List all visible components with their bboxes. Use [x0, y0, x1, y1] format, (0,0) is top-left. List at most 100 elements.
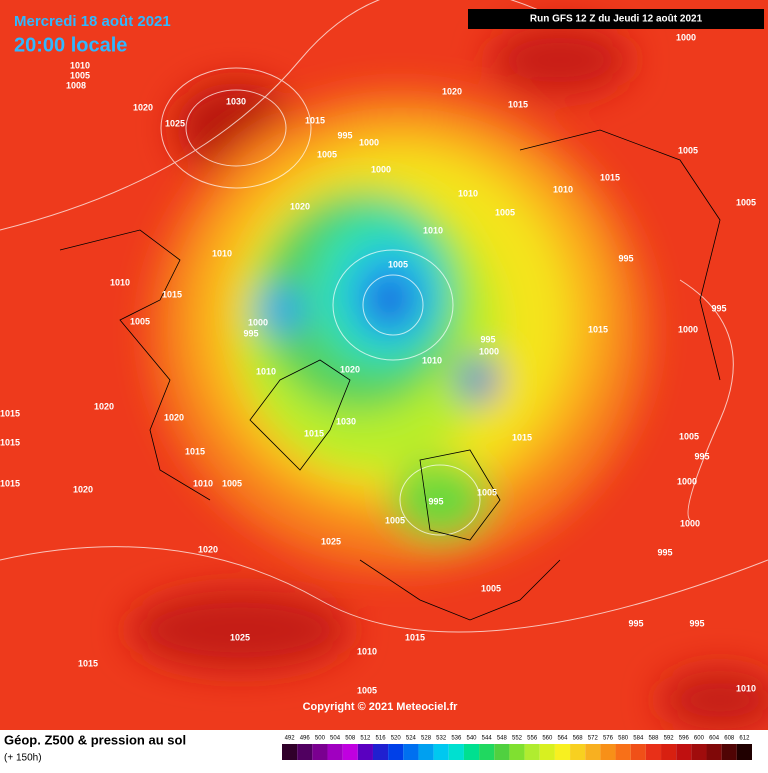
- pressure-label: 1030: [226, 96, 246, 106]
- pressure-label: 1010: [256, 366, 276, 376]
- pressure-label: 1010: [212, 248, 232, 258]
- pressure-label: 1005: [481, 583, 501, 593]
- scale-cell: [524, 744, 540, 760]
- pressure-label: 995: [689, 618, 704, 628]
- pressure-label: 1005: [385, 515, 405, 525]
- pressure-label: 1010: [70, 60, 90, 70]
- pressure-label: 1015: [512, 432, 532, 442]
- pressure-label: 1015: [0, 408, 20, 418]
- scale-cell: [403, 744, 419, 760]
- scale-cell: [327, 744, 343, 760]
- scale-label: 584: [633, 736, 644, 742]
- scale-cell: [661, 744, 677, 760]
- scale-cell: [418, 744, 434, 760]
- pressure-label: 1010: [553, 184, 573, 194]
- pressure-label: 1025: [165, 118, 185, 128]
- pressure-label: 1020: [340, 364, 360, 374]
- scale-label: 580: [618, 736, 629, 742]
- scale-cell: [691, 744, 707, 760]
- scale-label: 596: [679, 736, 690, 742]
- pressure-label: 1025: [321, 536, 341, 546]
- pressure-label: 1005: [477, 487, 497, 497]
- pressure-label: 1015: [0, 478, 20, 488]
- copyright: Copyright © 2021 Meteociel.fr: [303, 701, 459, 713]
- pressure-label: 1005: [679, 431, 699, 441]
- pressure-labels: 1030102510201010100510081020101510159951…: [0, 12, 756, 695]
- scale-label: 572: [588, 736, 599, 742]
- pressure-label: 995: [657, 547, 672, 557]
- pressure-label: 995: [428, 496, 443, 506]
- pressure-label: 1015: [304, 428, 324, 438]
- pressure-label: 1010: [110, 277, 130, 287]
- scale-cell: [736, 744, 752, 760]
- pressure-label: 1005: [317, 149, 337, 159]
- pressure-label: 1020: [133, 102, 153, 112]
- scale-label: 576: [603, 736, 614, 742]
- pressure-label: 1005: [222, 478, 242, 488]
- scale-label: 568: [573, 736, 584, 742]
- pressure-label: 1010: [736, 683, 756, 693]
- scale-label: 612: [739, 736, 750, 742]
- pressure-label: 1000: [678, 324, 698, 334]
- scale-label: 528: [421, 736, 432, 742]
- scale-cell: [479, 744, 495, 760]
- scale-label: 512: [360, 736, 371, 742]
- scale-cell: [342, 744, 358, 760]
- scale-cell: [509, 744, 525, 760]
- scale-cell: [585, 744, 601, 760]
- scale-cell: [433, 744, 449, 760]
- scale-cell: [570, 744, 586, 760]
- pressure-label: 1015: [78, 658, 98, 668]
- time-label: 20:00 locale: [14, 34, 127, 56]
- pressure-label: 1010: [193, 478, 213, 488]
- scale-label: 604: [709, 736, 720, 742]
- pressure-label: 1020: [198, 544, 218, 554]
- scale-cell: [676, 744, 692, 760]
- pressure-label: 1020: [164, 412, 184, 422]
- geopotential-field: [130, 25, 768, 730]
- scale-cell: [357, 744, 373, 760]
- scale-cell: [463, 744, 480, 760]
- pressure-label: 1000: [371, 164, 391, 174]
- scale-label: 536: [451, 736, 462, 742]
- pressure-label: 1030: [336, 416, 356, 426]
- pressure-label: 1010: [458, 188, 478, 198]
- scale-label: 520: [391, 736, 402, 742]
- pressure-label: 1005: [70, 70, 90, 80]
- pressure-label: 1008: [66, 80, 86, 90]
- color-scale: 492 496 500 504 508 512 516 520 524 528 532 536 540 5…: [282, 736, 752, 760]
- scale-label: 524: [406, 736, 417, 742]
- pressure-label: 1015: [305, 115, 325, 125]
- scale-label: 556: [527, 736, 538, 742]
- scale-label: 496: [300, 736, 311, 742]
- isobars: [0, 0, 768, 633]
- scale-label: 592: [664, 736, 675, 742]
- pressure-label: 1020: [73, 484, 93, 494]
- pressure-label: 995: [480, 334, 495, 344]
- pressure-label: 995: [711, 303, 726, 313]
- pressure-label: 1000: [676, 32, 696, 42]
- scale-label: 500: [315, 736, 326, 742]
- pressure-label: 1015: [405, 632, 425, 642]
- pressure-label: 1010: [423, 225, 443, 235]
- pressure-label: 995: [243, 328, 258, 338]
- pressure-label: 1005: [736, 197, 756, 207]
- coastlines: [59, 129, 721, 621]
- pressure-label: 1020: [442, 86, 462, 96]
- pressure-label: 1000: [248, 317, 268, 327]
- scale-cell: [615, 744, 631, 760]
- scale-cell: [282, 744, 298, 760]
- pressure-label: 1005: [678, 145, 698, 155]
- scale-label: 564: [557, 736, 568, 742]
- pressure-label: 1005: [130, 316, 150, 326]
- pressure-label: 1000: [680, 518, 700, 528]
- scale-cell: [312, 744, 328, 760]
- scale-label: 548: [497, 736, 508, 742]
- legend-title: Géop. Z500 & pression au sol: [4, 732, 186, 747]
- pressure-label: 995: [337, 130, 352, 140]
- scale-label: 492: [285, 736, 296, 742]
- scale-label: 532: [436, 736, 447, 742]
- pressure-label: 1005: [495, 207, 515, 217]
- pressure-label: 1015: [588, 324, 608, 334]
